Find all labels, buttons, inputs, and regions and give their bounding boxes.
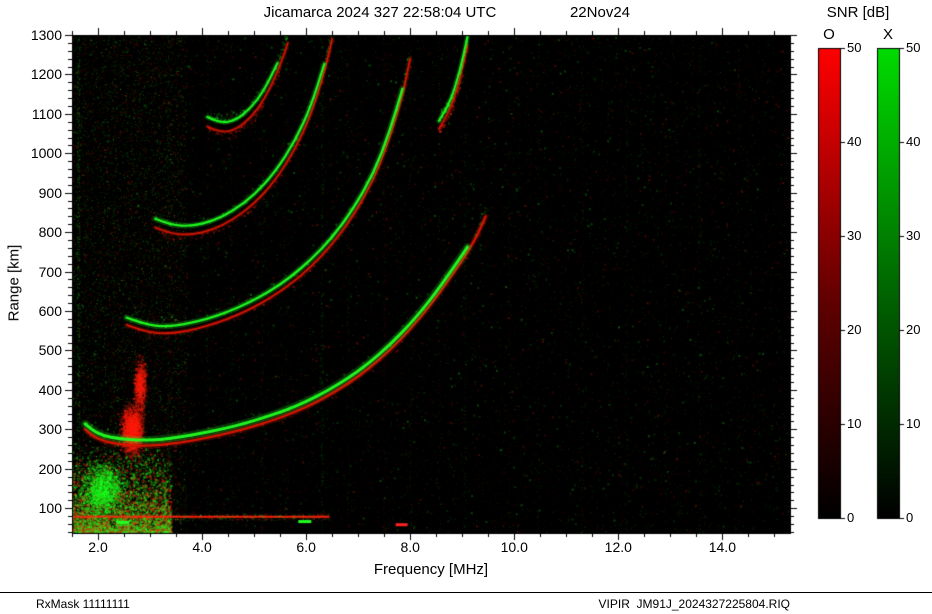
x-axis-title: Frequency [MHz]: [373, 561, 489, 578]
y-axis-title: Range [km]: [5, 244, 23, 322]
colorbar-title: SNR [dB]: [826, 4, 890, 21]
x-mode-colorbar-label: X: [882, 26, 893, 43]
footer-divider: [0, 592, 932, 593]
plot-date-label: 22Nov24: [569, 4, 631, 21]
data-file-label: VIPIR JM91J_2024327225804.RIQ: [598, 597, 790, 611]
plot-title: Jicamarca 2024 327 22:58:04 UTC: [263, 4, 497, 21]
rxmask-label: RxMask 11111111: [36, 597, 130, 611]
o-mode-colorbar-label: O: [823, 26, 835, 43]
